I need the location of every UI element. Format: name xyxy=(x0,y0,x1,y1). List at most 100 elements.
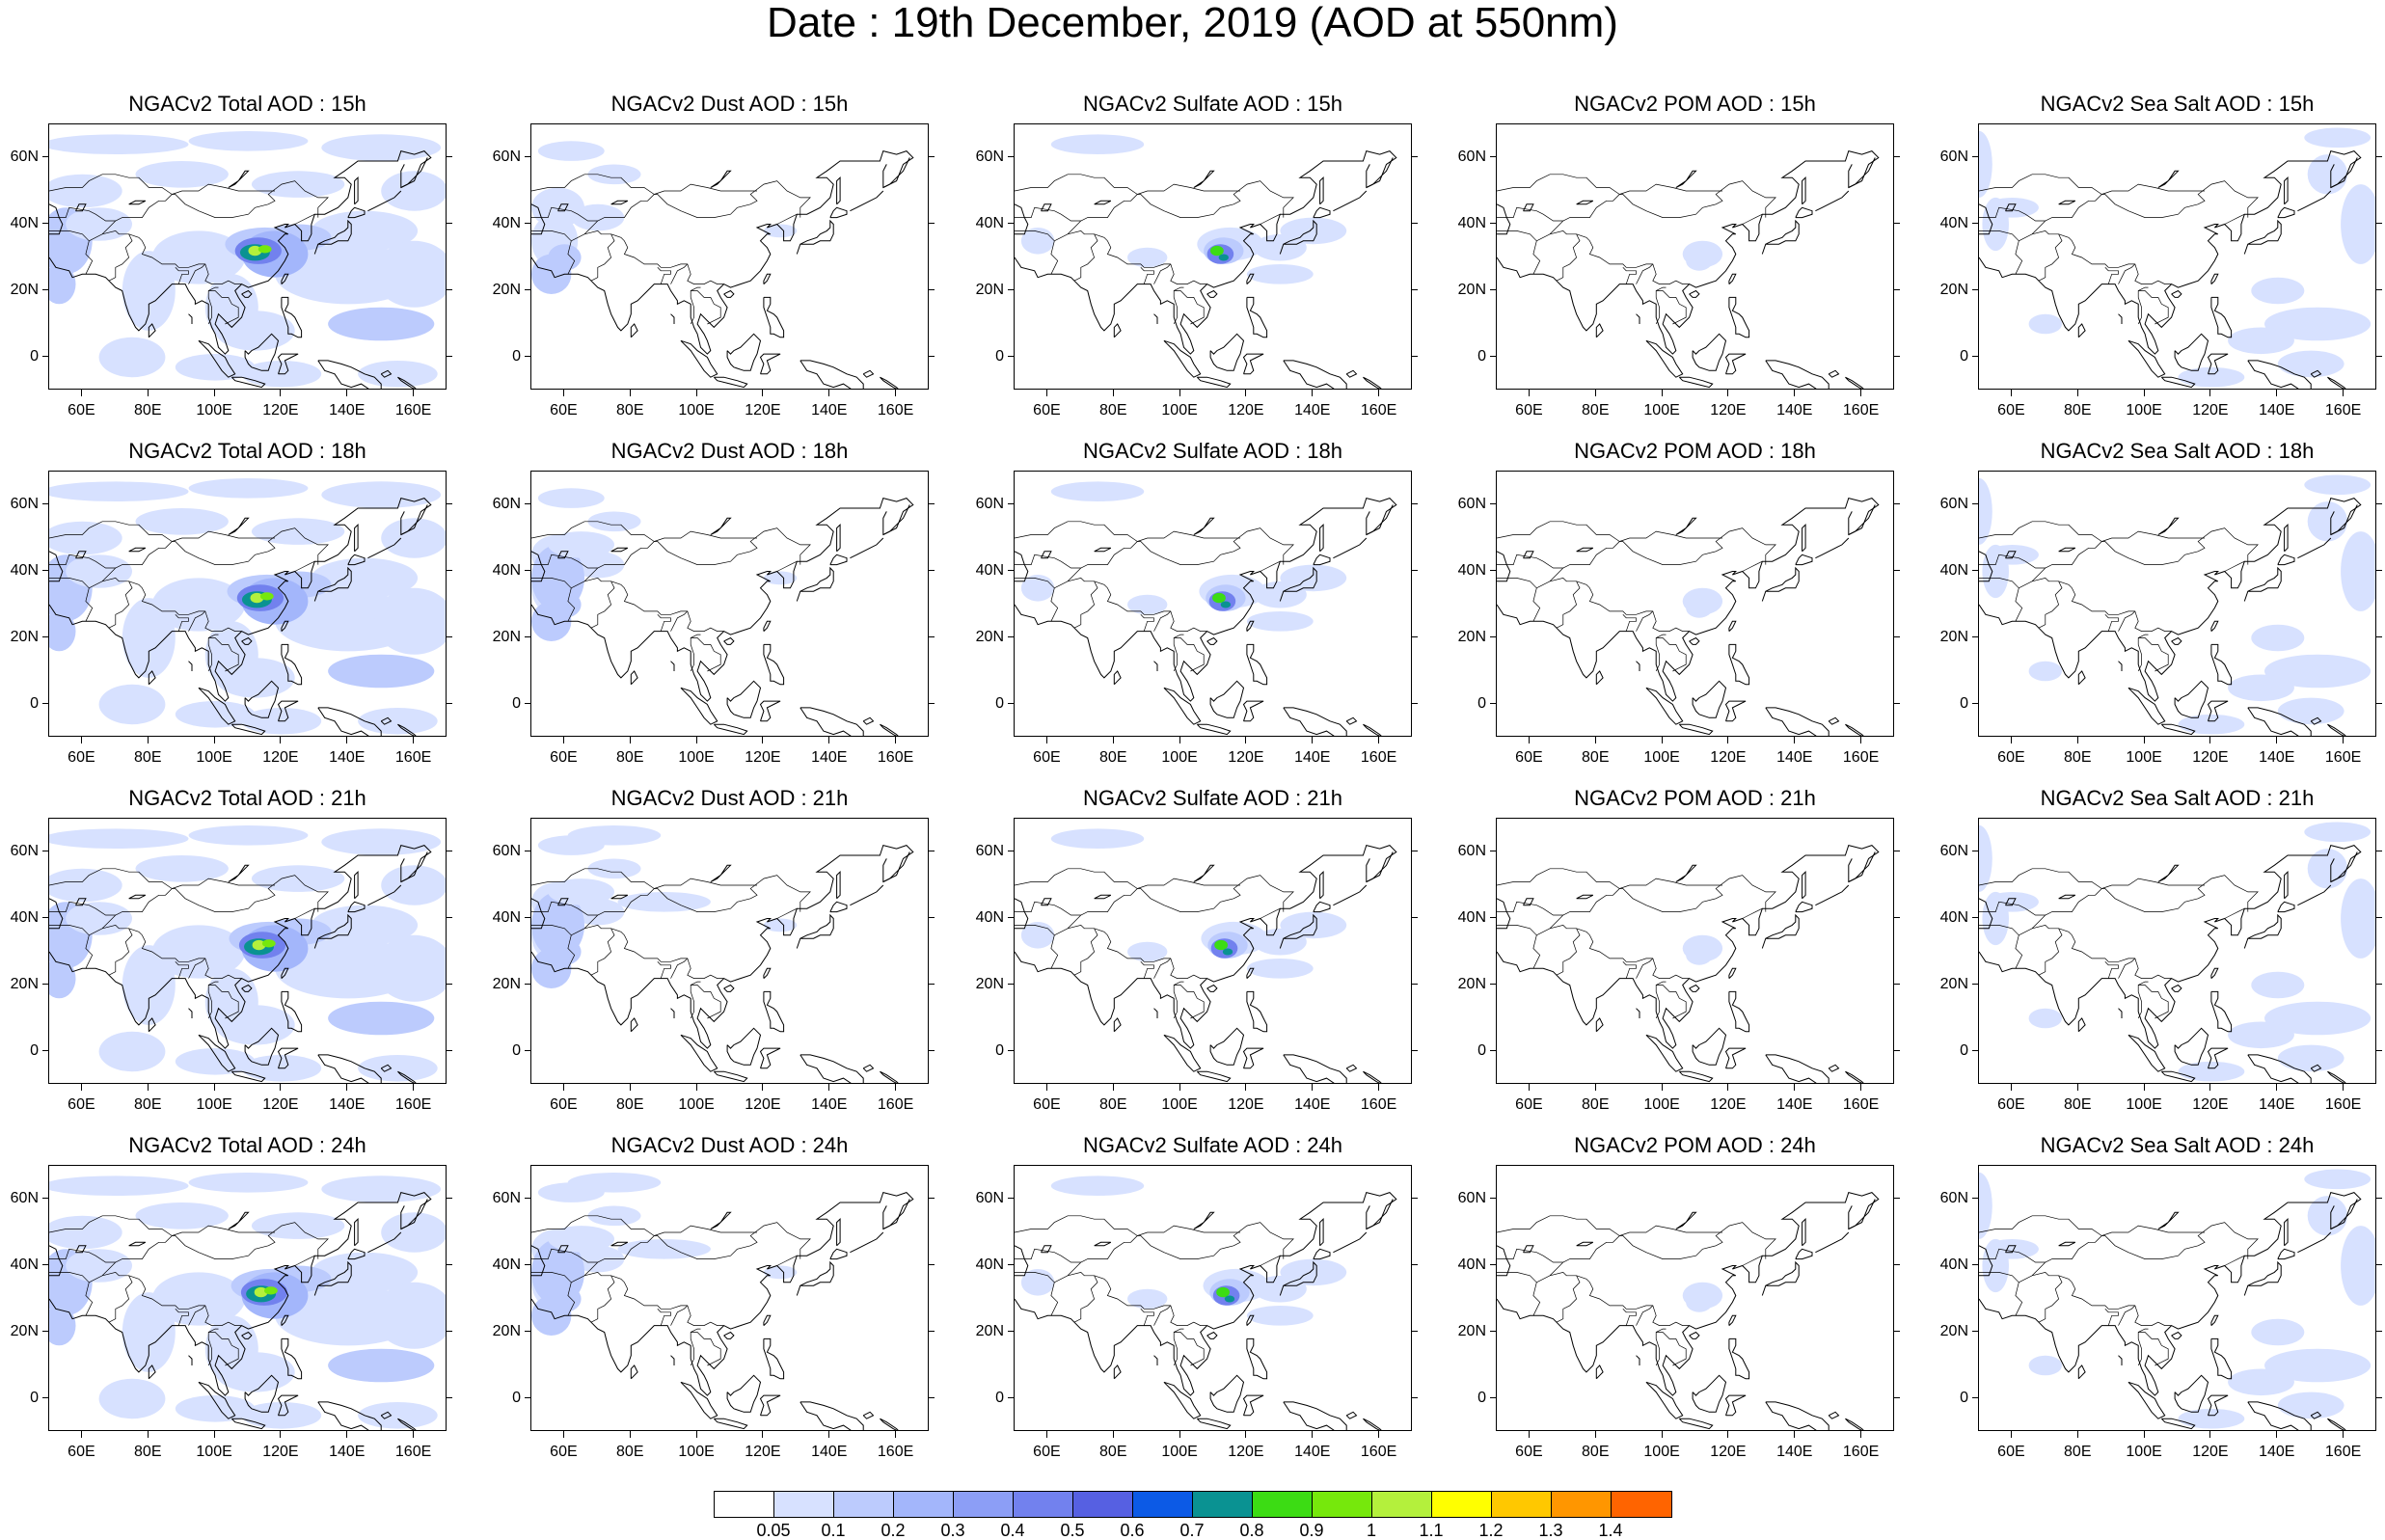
aod-shading-3 xyxy=(49,868,122,903)
lon-tick-label: 80E xyxy=(1099,1096,1127,1113)
lon-tick xyxy=(213,737,215,743)
lat-tick xyxy=(1894,1264,1900,1265)
aod-shading-8 xyxy=(49,263,76,305)
lat-tick-label: 0 xyxy=(30,347,39,365)
aod-shading-9 xyxy=(548,531,614,558)
aod-shading-3 xyxy=(2264,1001,2371,1036)
lat-tick xyxy=(1008,156,1014,157)
lon-tick xyxy=(1727,737,1729,743)
aod-shading-11 xyxy=(151,1272,246,1326)
lat-tick-label: 40N xyxy=(492,561,521,579)
lon-tick xyxy=(695,737,697,743)
aod-shading-4 xyxy=(135,1202,229,1229)
aod-shading-0 xyxy=(1979,824,1992,892)
lat-tick-label: 60N xyxy=(1939,842,1968,859)
lat-tick xyxy=(1894,223,1900,224)
colorbar-tick-label: 0.3 xyxy=(940,1521,965,1540)
lat-tick xyxy=(1412,984,1418,985)
lat-tick xyxy=(42,356,48,357)
lon-tick xyxy=(2076,1084,2078,1091)
aod-shading-28 xyxy=(257,245,272,254)
aod-shading-5 xyxy=(2277,1391,2344,1419)
lat-tick xyxy=(1490,1198,1496,1199)
lat-tick xyxy=(42,503,48,504)
colorbar-swatch xyxy=(1014,1492,1073,1517)
map-plot-3-2 xyxy=(1015,1175,1397,1430)
aod-shading-11 xyxy=(1985,545,2039,565)
aod-shading-6 xyxy=(2341,878,2375,959)
lat-tick xyxy=(1894,703,1900,704)
lon-tick-label: 80E xyxy=(1582,402,1610,419)
lon-tick xyxy=(2209,737,2211,743)
lat-tick xyxy=(1008,703,1014,704)
lon-tick xyxy=(828,1431,830,1438)
lat-tick xyxy=(1894,1331,1900,1332)
lat-tick xyxy=(525,1397,530,1398)
lat-tick xyxy=(525,1331,530,1332)
map-panel-total-24h xyxy=(48,1165,447,1431)
lon-tick-label: 160E xyxy=(2324,1096,2362,1113)
aod-shading-16 xyxy=(328,1348,435,1383)
lat-tick-label: 0 xyxy=(1477,1041,1486,1059)
colorbar-swatch xyxy=(834,1492,894,1517)
lat-tick xyxy=(1008,1397,1014,1398)
aod-shading-11 xyxy=(1985,1239,2039,1259)
lon-tick-label: 80E xyxy=(134,749,162,766)
lat-tick-label: 40N xyxy=(10,908,39,926)
lat-tick-label: 40N xyxy=(1939,214,1968,231)
lat-tick xyxy=(447,1264,452,1265)
aod-shading-3 xyxy=(49,174,122,208)
lat-tick-label: 40N xyxy=(1457,1256,1486,1273)
colorbar-tick-label: 0.1 xyxy=(821,1521,846,1540)
aod-shading-18 xyxy=(98,337,166,378)
lon-tick-label: 100E xyxy=(678,749,715,766)
lat-tick-label: 20N xyxy=(1457,281,1486,298)
lon-tick-label: 80E xyxy=(2064,749,2092,766)
lat-tick xyxy=(1490,503,1496,504)
aod-shading-21 xyxy=(358,1055,438,1082)
aod-shading-9 xyxy=(1127,941,1168,962)
aod-shading-11 xyxy=(1985,892,2039,912)
panel-title: NGACv2 Sulfate AOD : 18h xyxy=(1082,439,1343,463)
lon-tick xyxy=(1112,737,1114,743)
lat-tick-label: 20N xyxy=(975,628,1004,645)
aod-shading-6 xyxy=(2341,184,2375,264)
map-panel-sulfate-18h xyxy=(1014,471,1412,737)
lon-tick-label: 100E xyxy=(1643,1096,1680,1113)
panel-title: NGACv2 Dust AOD : 15h xyxy=(610,92,849,116)
colorbar-tick-label: 1.1 xyxy=(1419,1521,1444,1540)
panel-title: NGACv2 Sea Salt AOD : 24h xyxy=(2040,1133,2315,1157)
lon-tick xyxy=(1794,1431,1796,1438)
aod-shading-0 xyxy=(1979,477,1992,545)
aod-shading-4 xyxy=(2228,1021,2294,1049)
lon-tick xyxy=(2276,390,2278,396)
lat-tick-label: 40N xyxy=(975,561,1004,579)
lon-tick xyxy=(1312,1431,1314,1438)
lon-tick xyxy=(1312,737,1314,743)
lat-tick-label: 60N xyxy=(975,495,1004,512)
lon-tick xyxy=(1112,390,1114,396)
lat-tick-label: 60N xyxy=(1939,1189,1968,1206)
lon-tick-label: 120E xyxy=(2192,1096,2229,1113)
map-plot-3-0 xyxy=(49,1173,446,1430)
lat-tick xyxy=(1972,1264,1978,1265)
aod-shading-13 xyxy=(215,658,295,698)
lat-tick-label: 40N xyxy=(975,214,1004,231)
lon-tick-label: 100E xyxy=(196,749,232,766)
aod-shading-9 xyxy=(1127,1288,1168,1310)
lat-tick xyxy=(1894,1050,1900,1051)
lon-tick-label: 100E xyxy=(678,1444,715,1460)
lon-tick-label: 80E xyxy=(1582,1444,1610,1460)
lat-tick xyxy=(1972,917,1978,918)
colorbar-tick-label: 0.5 xyxy=(1060,1521,1085,1540)
lon-tick xyxy=(280,1431,282,1438)
aod-shading-6 xyxy=(2341,531,2375,611)
lat-tick xyxy=(1490,289,1496,290)
lon-tick xyxy=(1045,390,1047,396)
lat-tick xyxy=(929,156,935,157)
lat-tick-label: 20N xyxy=(492,1322,521,1339)
lon-tick-label: 140E xyxy=(1776,1096,1813,1113)
aod-shading-0 xyxy=(49,481,189,501)
lon-tick xyxy=(828,737,830,743)
lat-tick-label: 0 xyxy=(995,1041,1004,1059)
